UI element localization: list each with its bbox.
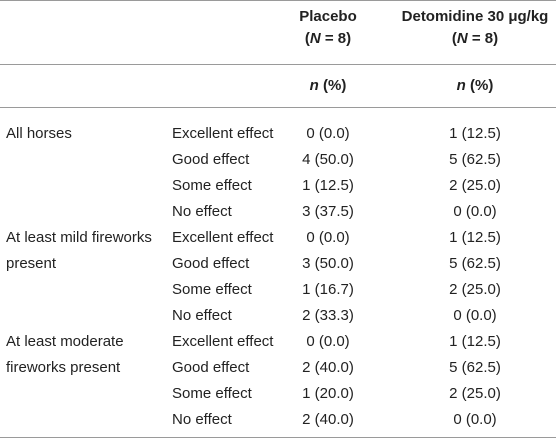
- detomidine-value: 5 (62.5): [449, 255, 501, 272]
- unit-rule: [0, 107, 556, 108]
- detomidine-value: 5 (62.5): [449, 359, 501, 376]
- placebo-value: 0 (0.0): [306, 125, 350, 142]
- condition-label: Some effect: [172, 385, 252, 402]
- detomidine-value: 0 (0.0): [453, 203, 497, 220]
- placebo-unit: n (%): [309, 77, 347, 94]
- table-row: present Good effect 3 (50.0) 5 (62.5): [0, 251, 556, 277]
- table-row: All horses Excellent effect 0 (0.0) 1 (12.5…: [0, 121, 556, 147]
- table-row: At least mild fireworks Excellent effect 0…: [0, 225, 556, 251]
- placebo-value: 0 (0.0): [306, 229, 350, 246]
- table-row: No effect 2 (40.0) 0 (0.0): [0, 407, 556, 433]
- condition-label: Excellent effect: [172, 229, 274, 246]
- placebo-title: Placebo: [299, 8, 357, 25]
- placebo-value: 0 (0.0): [306, 333, 350, 350]
- detomidine-title: Detomidine 30 μg/kg: [401, 8, 549, 25]
- detomidine-value: 0 (0.0): [453, 411, 497, 428]
- placebo-value: 3 (37.5): [302, 203, 354, 220]
- condition-label: Good effect: [172, 151, 250, 168]
- placebo-value: 3 (50.0): [302, 255, 354, 272]
- placebo-value: 2 (40.0): [302, 359, 354, 376]
- placebo-value: 2 (40.0): [302, 411, 354, 428]
- detomidine-value: 1 (12.5): [449, 229, 501, 246]
- placebo-value: 1 (20.0): [302, 385, 354, 402]
- table-row: fireworks present Good effect 2 (40.0) 5 (6…: [0, 355, 556, 381]
- condition-label: No effect: [172, 203, 232, 220]
- detomidine-unit: n (%): [456, 77, 494, 94]
- placebo-n: (N = 8): [304, 30, 352, 47]
- placebo-value: 2 (33.3): [302, 307, 354, 324]
- header-rule: [0, 64, 556, 65]
- condition-label: No effect: [172, 307, 232, 324]
- group-label: fireworks present: [6, 359, 121, 376]
- condition-label: Some effect: [172, 281, 252, 298]
- table-row: Some effect 1 (20.0) 2 (25.0): [0, 381, 556, 407]
- table-row: Good effect 4 (50.0) 5 (62.5): [0, 147, 556, 173]
- group-label: At least moderate: [6, 333, 124, 350]
- table-row: No effect 2 (33.3) 0 (0.0): [0, 303, 556, 329]
- table-row: No effect 3 (37.5) 0 (0.0): [0, 199, 556, 225]
- detomidine-value: 0 (0.0): [453, 307, 497, 324]
- detomidine-n: (N = 8): [451, 30, 499, 47]
- condition-label: Excellent effect: [172, 333, 274, 350]
- table-row: At least moderate Excellent effect 0 (0.0)…: [0, 329, 556, 355]
- placebo-value: 1 (12.5): [302, 177, 354, 194]
- group-label: present: [6, 255, 57, 272]
- placebo-value: 4 (50.0): [302, 151, 354, 168]
- table-row: Some effect 1 (16.7) 2 (25.0): [0, 277, 556, 303]
- table-row: Some effect 1 (12.5) 2 (25.0): [0, 173, 556, 199]
- detomidine-value: 2 (25.0): [449, 385, 501, 402]
- unit-row: n (%) n (%): [0, 65, 556, 107]
- detomidine-value: 5 (62.5): [449, 151, 501, 168]
- detomidine-value: 1 (12.5): [449, 333, 501, 350]
- table-body: All horses Excellent effect 0 (0.0) 1 (12.5…: [0, 121, 556, 433]
- condition-label: No effect: [172, 411, 232, 428]
- group-label: At least mild fireworks: [6, 229, 152, 246]
- top-rule: [0, 0, 556, 1]
- group-label: All horses: [6, 125, 72, 142]
- detomidine-value: 2 (25.0): [449, 177, 501, 194]
- condition-label: Good effect: [172, 359, 250, 376]
- detomidine-value: 2 (25.0): [449, 281, 501, 298]
- condition-label: Excellent effect: [172, 125, 274, 142]
- header-row: Placebo (N = 8) Detomidine 30 μg/kg (N =…: [0, 1, 556, 64]
- detomidine-value: 1 (12.5): [449, 125, 501, 142]
- placebo-value: 1 (16.7): [302, 281, 354, 298]
- condition-label: Some effect: [172, 177, 252, 194]
- condition-label: Good effect: [172, 255, 250, 272]
